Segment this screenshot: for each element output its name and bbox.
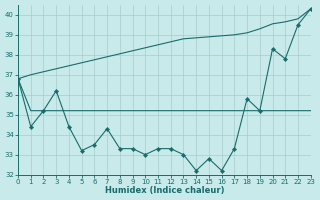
X-axis label: Humidex (Indice chaleur): Humidex (Indice chaleur) bbox=[105, 186, 224, 195]
